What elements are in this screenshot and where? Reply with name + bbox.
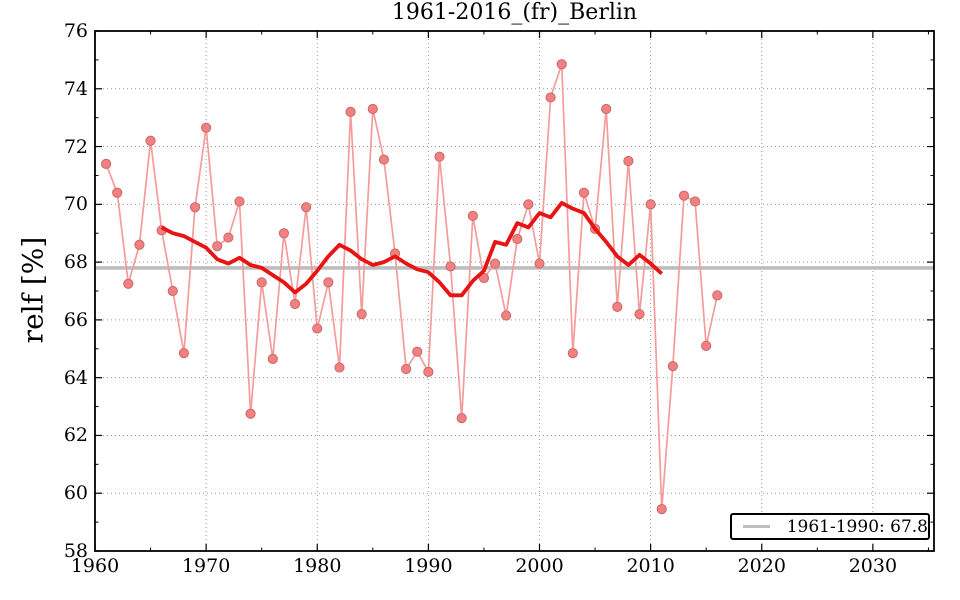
y-tick-label: 68 <box>63 251 88 274</box>
y-tick-label: 64 <box>63 366 88 389</box>
annual-marker <box>234 196 245 207</box>
mean-line <box>160 200 664 298</box>
annual-marker <box>123 278 134 289</box>
annual-marker <box>256 277 267 288</box>
annual-marker <box>334 362 345 373</box>
annual-marker <box>223 232 234 243</box>
annual-marker <box>301 202 312 213</box>
annual-marker <box>378 154 390 165</box>
annual-marker <box>612 301 623 312</box>
annual-marker <box>656 504 667 515</box>
annual-marker <box>401 363 412 375</box>
annual-marker <box>412 346 423 357</box>
annual-marker <box>145 135 156 146</box>
annual-marker <box>312 323 323 334</box>
y-tick-label: 76 <box>63 20 88 42</box>
annual-marker <box>623 155 634 167</box>
annual-marker <box>701 340 712 351</box>
legend-label: 1961-1990: 67.8 <box>786 516 928 537</box>
annual-marker <box>356 309 367 320</box>
annual-marker <box>134 239 145 250</box>
annual-marker <box>167 285 178 297</box>
legend-box: 1961-1990: 67.8 <box>730 513 930 540</box>
x-tick-label: 2030 <box>848 555 898 577</box>
chart-title: 1961-2016_(fr)_Berlin <box>391 0 638 25</box>
annual-marker <box>534 258 545 269</box>
x-tick-label: 1960 <box>70 555 120 577</box>
annual-marker <box>567 348 578 359</box>
annual-marker <box>645 199 656 210</box>
annual-marker <box>345 106 356 117</box>
annual-marker <box>467 210 478 221</box>
annual-marker <box>667 361 678 372</box>
annual-marker <box>545 92 556 103</box>
annual-line <box>105 63 719 510</box>
annual-marker <box>112 187 123 198</box>
annual-marker <box>501 310 512 321</box>
annual-marker <box>101 158 112 169</box>
x-tick-label: 2000 <box>515 555 564 577</box>
annual-marker <box>323 277 334 288</box>
annual-marker <box>578 187 590 198</box>
annual-marker <box>245 408 256 419</box>
x-tick-label: 1970 <box>181 555 231 577</box>
legend-line-swatch <box>743 525 770 528</box>
annual-marker <box>367 103 378 115</box>
y-tick-label: 66 <box>63 308 88 331</box>
annual-marker <box>445 261 456 272</box>
annual-marker <box>556 59 567 70</box>
annual-marker <box>267 353 278 364</box>
x-tick-label: 2020 <box>737 555 786 577</box>
annual-marker <box>523 199 534 210</box>
x-tick-label: 1990 <box>404 555 453 577</box>
x-tick-label: 1980 <box>293 555 342 577</box>
annual-marker <box>456 413 467 424</box>
y-tick-label: 72 <box>63 135 88 158</box>
annual-marker <box>601 103 612 115</box>
axes-frame <box>94 30 935 552</box>
annual-marker <box>489 258 501 269</box>
annual-marker <box>712 290 723 301</box>
annual-marker <box>189 202 201 213</box>
annual-marker <box>289 298 301 310</box>
annual-marker <box>478 272 490 284</box>
annual-marker <box>201 122 212 133</box>
annual-marker <box>434 151 445 162</box>
annual-marker <box>634 309 645 320</box>
annual-marker <box>212 241 223 252</box>
annual-marker <box>278 228 290 239</box>
x-tick-label: 2010 <box>626 555 675 577</box>
y-tick-label: 62 <box>63 424 88 447</box>
annual-marker <box>423 366 434 377</box>
y-tick-label: 58 <box>63 540 88 562</box>
y-tick-label: 70 <box>63 193 88 216</box>
y-tick-label: 60 <box>63 482 88 505</box>
annual-marker <box>678 190 690 201</box>
annual-marker <box>689 196 701 207</box>
y-tick-label: 74 <box>63 77 88 100</box>
annual-marker <box>178 348 190 359</box>
annual-marker <box>512 233 523 245</box>
